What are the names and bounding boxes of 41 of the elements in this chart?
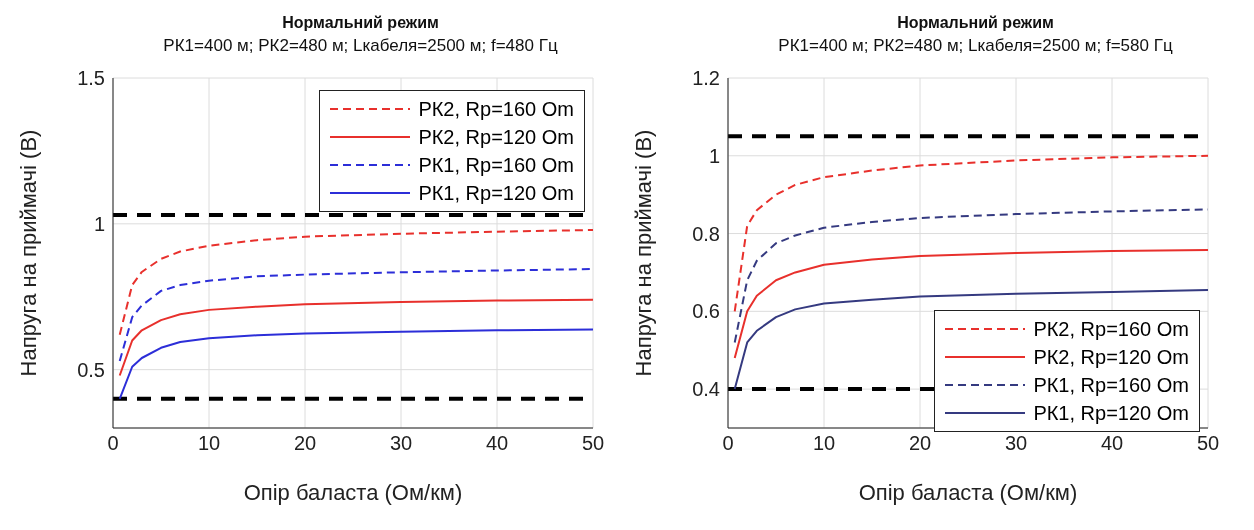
legend-label: РК2, Rp=120 Om <box>1033 345 1189 369</box>
line-series <box>118 268 593 362</box>
x-tick-label: 30 <box>389 432 413 455</box>
y-tick-label: 0.4 <box>692 378 720 401</box>
x-tick-label: 40 <box>485 432 509 455</box>
x-tick-label: 0 <box>107 432 119 455</box>
x-tick-label: 40 <box>1100 432 1124 455</box>
line-series <box>118 228 593 336</box>
x-tick-label: 50 <box>581 432 605 455</box>
y-tick-label: 1.2 <box>692 67 720 90</box>
legend-label: РК1, Rp=160 Om <box>1033 373 1189 397</box>
line-series <box>118 298 593 377</box>
legend-label: РК1, Rp=120 Om <box>1033 401 1189 425</box>
y-tick-label: 0.6 <box>692 300 720 323</box>
x-tick-label: 30 <box>1004 432 1028 455</box>
x-tick-label: 20 <box>908 432 932 455</box>
chart-subtitle: РК1=400 м; РК2=480 м; Lкабеля=2500 м; f=480 Гц <box>162 36 559 56</box>
x-tick-label: 0 <box>722 432 734 455</box>
y-tick-label: 0.8 <box>692 222 720 245</box>
y-tick-label: 1 <box>708 144 720 167</box>
y-tick-label: 0.5 <box>77 358 105 381</box>
legend-label: РК2, Rp=120 Om <box>418 125 574 149</box>
legend-label: РК2, Rp=160 Om <box>418 97 574 121</box>
x-tick-label: 10 <box>197 432 221 455</box>
chart-title: Нормальний режим <box>896 14 1055 32</box>
chart-subtitle: РК1=400 м; РК2=480 м; Lкабеля=2500 м; f=580 Гц <box>777 36 1174 56</box>
legend-label: РК2, Rp=160 Om <box>1033 317 1189 341</box>
x-tick-label: 50 <box>1196 432 1220 455</box>
x-tick-label: 20 <box>293 432 317 455</box>
y-axis-title: Напруга на приймачі (В) <box>630 129 656 377</box>
x-axis-title: Опір баласта (Ом/км) <box>243 480 463 505</box>
y-tick-label: 1.5 <box>77 67 105 90</box>
legend-label: РК1, Rp=160 Om <box>418 153 574 177</box>
legend-label: РК1, Rp=120 Om <box>418 181 574 205</box>
chart-title: Нормальний режим <box>281 14 440 32</box>
x-tick-label: 10 <box>812 432 836 455</box>
y-tick-label: 1 <box>93 212 105 235</box>
x-axis-title: Опір баласта (Ом/км) <box>858 480 1078 505</box>
y-axis-title: Напруга на приймачі (В) <box>15 129 41 377</box>
line-series <box>118 328 593 400</box>
line-series <box>733 154 1208 313</box>
